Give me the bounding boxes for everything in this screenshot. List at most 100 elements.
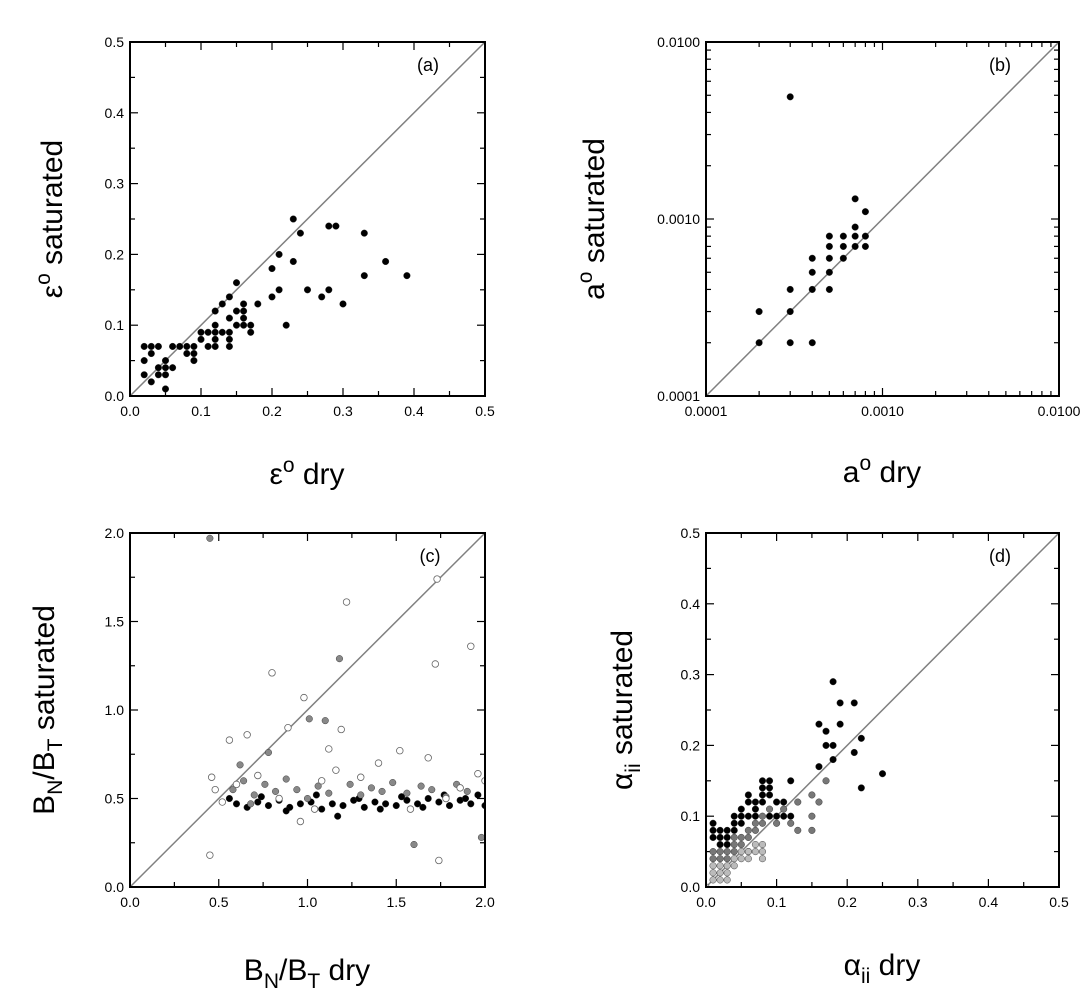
x-axis-label: αii dry — [844, 949, 921, 988]
data-point — [758, 812, 766, 820]
data-point — [773, 819, 781, 827]
data-point — [272, 787, 280, 795]
y-axis-label: αii saturated — [606, 630, 645, 790]
data-point — [367, 784, 375, 792]
data-point — [446, 802, 454, 810]
data-point — [254, 798, 262, 806]
data-point — [250, 791, 258, 799]
plot-frame — [705, 532, 1060, 888]
data-point — [709, 826, 717, 834]
data-point — [716, 876, 724, 884]
data-point — [857, 734, 865, 742]
data-point — [296, 817, 305, 826]
data-point — [183, 350, 191, 358]
data-point — [232, 321, 240, 329]
data-point — [268, 265, 276, 273]
data-point — [240, 777, 248, 785]
data-point — [766, 784, 774, 792]
data-point — [456, 784, 464, 792]
data-point — [825, 268, 833, 276]
data-point — [414, 800, 422, 808]
data-point — [243, 731, 251, 739]
data-point — [716, 862, 724, 870]
data-point — [275, 286, 283, 294]
data-point — [169, 364, 177, 372]
data-point — [403, 789, 411, 797]
x-tick-label: 0.2 — [262, 403, 282, 419]
x-tick-label: 0.4 — [979, 894, 999, 910]
data-point — [289, 257, 297, 265]
data-point — [758, 855, 766, 863]
y-tick-label: 0.0 — [105, 388, 125, 404]
data-point — [730, 855, 738, 863]
data-point — [825, 242, 833, 250]
data-point — [232, 800, 240, 808]
y-tick-label: 0.2 — [681, 737, 701, 753]
data-point — [850, 699, 858, 707]
data-point — [264, 748, 272, 756]
data-point — [751, 812, 759, 820]
data-point — [787, 812, 795, 820]
data-point — [225, 342, 233, 350]
data-point — [190, 350, 198, 358]
data-point — [758, 798, 766, 806]
identity-line — [705, 532, 1060, 888]
data-point — [758, 819, 766, 827]
data-point — [334, 812, 342, 820]
data-point — [851, 232, 859, 240]
data-point — [140, 357, 148, 365]
identity-line — [129, 41, 486, 397]
data-point — [424, 754, 432, 762]
data-point — [723, 855, 731, 863]
data-point — [396, 747, 404, 755]
data-point — [335, 655, 343, 663]
data-point — [751, 826, 759, 834]
data-point — [275, 794, 283, 803]
data-point — [275, 250, 283, 258]
data-point — [850, 748, 858, 756]
data-point — [318, 777, 326, 785]
data-point — [154, 342, 162, 350]
data-point — [786, 308, 794, 316]
axis-ticks: 0.0 0.1 0.2 0.3 0.4 0.5 0.0 0.1 0.2 0.3 0.4 0.5 — [105, 34, 495, 419]
data-point — [328, 800, 336, 808]
y-tick-label: 2.0 — [105, 525, 125, 541]
data-point — [232, 279, 240, 287]
data-point — [822, 741, 830, 749]
data-point — [758, 848, 766, 856]
data-point — [851, 223, 859, 231]
data-point — [786, 93, 794, 101]
y-tick-label: 0.1 — [681, 808, 701, 824]
data-point — [857, 784, 865, 792]
data-point — [211, 335, 219, 343]
data-point — [716, 848, 724, 856]
data-point — [755, 308, 763, 316]
y-axis-label: ao saturated — [574, 138, 611, 300]
data-point — [154, 364, 162, 372]
data-point — [808, 339, 816, 347]
plot-frame — [129, 41, 486, 397]
data-point — [190, 357, 198, 365]
data-point — [737, 848, 745, 856]
data-point — [839, 242, 847, 250]
y-tick-label: 0.3 — [105, 176, 125, 192]
x-tick-label: 0.4 — [404, 403, 424, 419]
data-point — [240, 314, 248, 322]
y-tick-label: 0.1 — [105, 317, 125, 333]
data-point — [744, 848, 752, 856]
data-point — [247, 321, 255, 329]
data-point — [737, 819, 745, 827]
data-point — [723, 869, 731, 877]
data-point — [773, 812, 781, 820]
data-point — [737, 841, 745, 849]
panel-label: (c) — [420, 546, 441, 566]
data-point — [389, 779, 397, 787]
data-point — [225, 736, 234, 744]
x-tick-label: 0.3 — [333, 403, 353, 419]
x-tick-label: 1.0 — [298, 894, 318, 910]
data-point — [709, 876, 717, 884]
y-tick-label: 0.0010 — [657, 211, 700, 227]
data-point — [709, 855, 717, 863]
data-point — [342, 598, 351, 606]
data-point — [332, 766, 340, 774]
